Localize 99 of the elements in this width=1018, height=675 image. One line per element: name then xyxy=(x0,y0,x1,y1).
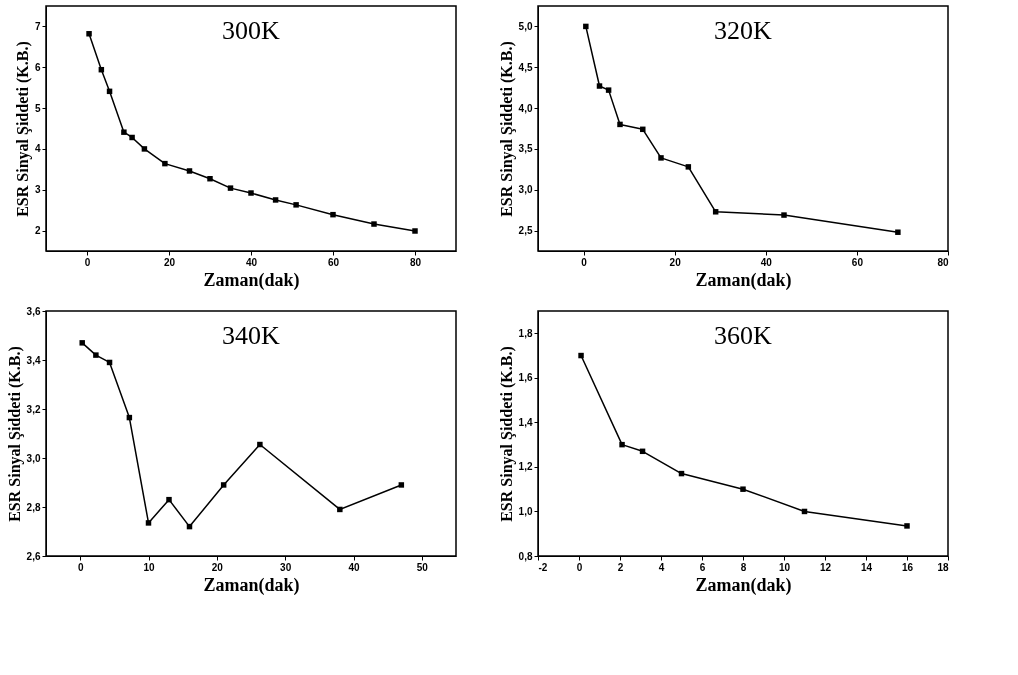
point xyxy=(596,83,603,89)
y-tick-label: 1,2 xyxy=(518,461,533,473)
chart-title: 360K xyxy=(714,321,773,350)
y-tick-label: 3,4 xyxy=(26,354,41,366)
x-tick-label: 8 xyxy=(740,561,747,573)
x-tick-label: 20 xyxy=(211,561,224,573)
y-tick-label: 3,5 xyxy=(518,143,533,155)
y-tick-label: 3,0 xyxy=(26,452,41,464)
point xyxy=(578,352,584,359)
x-tick-label: 60 xyxy=(327,256,340,268)
x-tick-label: 10 xyxy=(143,561,155,573)
x-axis-title: Zaman(dak) xyxy=(695,269,792,291)
x-tick-label: 20 xyxy=(669,256,682,268)
y-tick-label: 2 xyxy=(34,225,41,237)
point xyxy=(257,441,263,448)
y-tick-label: 5 xyxy=(34,102,41,114)
x-tick-label: -2 xyxy=(538,561,548,573)
x-tick-label: 50 xyxy=(416,561,429,573)
y-tick-label: 1,8 xyxy=(518,327,533,339)
x-tick-label: 14 xyxy=(860,561,873,573)
point xyxy=(605,87,612,93)
point xyxy=(272,197,279,203)
point xyxy=(141,146,148,152)
y-axis-title: ESR Sinyal Şiddeti (K.B.) xyxy=(497,346,516,522)
point xyxy=(121,129,127,135)
y-tick-label: 2,8 xyxy=(26,501,41,513)
point xyxy=(619,441,625,448)
x-tick-label: 80 xyxy=(409,256,422,268)
point xyxy=(248,190,254,196)
point xyxy=(904,523,910,529)
point xyxy=(583,23,589,30)
point xyxy=(371,221,377,227)
x-tick-label: 2 xyxy=(617,561,624,573)
x-tick-label: 20 xyxy=(163,256,176,268)
point xyxy=(640,126,646,133)
x-axis-title: Zaman(dak) xyxy=(203,574,300,596)
x-tick-label: 0 xyxy=(77,561,84,573)
x-tick-label: 60 xyxy=(851,256,864,268)
y-tick-label: 0,8 xyxy=(518,550,533,562)
point xyxy=(740,486,746,492)
chart-title: 340K xyxy=(222,321,281,350)
x-tick-label: 80 xyxy=(937,256,949,268)
y-tick-label: 2,5 xyxy=(518,225,533,237)
x-tick-label: 40 xyxy=(245,256,258,268)
x-tick-label: 40 xyxy=(348,561,360,573)
y-axis-title: ESR Sinyal Şiddeti (K.B.) xyxy=(13,41,32,217)
point xyxy=(337,506,343,513)
point xyxy=(79,340,85,346)
point xyxy=(220,482,227,488)
point xyxy=(658,155,664,161)
x-tick-label: 6 xyxy=(699,561,706,573)
x-tick-label: 40 xyxy=(760,256,773,268)
point xyxy=(781,212,787,218)
point xyxy=(293,202,299,208)
y-tick-label: 4,0 xyxy=(518,102,533,114)
x-tick-label: 0 xyxy=(576,561,583,573)
chart-title: 320K xyxy=(714,16,773,45)
point xyxy=(145,520,152,526)
y-tick-label: 1,4 xyxy=(518,416,533,428)
y-tick-label: 3,6 xyxy=(26,305,41,317)
y-tick-label: 2,6 xyxy=(26,550,41,562)
point xyxy=(186,168,193,174)
x-axis-title: Zaman(dak) xyxy=(203,269,300,291)
y-tick-label: 1,6 xyxy=(518,372,533,384)
point xyxy=(129,134,135,141)
point xyxy=(398,482,405,488)
point xyxy=(227,185,234,191)
x-tick-label: 12 xyxy=(819,561,832,573)
y-tick-label: 3,0 xyxy=(518,184,533,196)
point xyxy=(617,121,623,128)
x-tick-label: 0 xyxy=(581,256,588,268)
y-tick-label: 3 xyxy=(34,184,41,196)
point xyxy=(166,496,172,503)
x-tick-label: 4 xyxy=(658,561,665,573)
point xyxy=(895,229,901,235)
point xyxy=(93,352,99,358)
y-tick-label: 6 xyxy=(34,61,41,73)
point xyxy=(712,209,719,215)
y-tick-label: 4,5 xyxy=(518,61,533,73)
point xyxy=(86,31,92,37)
x-tick-label: 18 xyxy=(937,561,949,573)
point xyxy=(330,211,336,218)
x-tick-label: 16 xyxy=(901,561,914,573)
x-tick-label: 30 xyxy=(280,561,292,573)
x-tick-label: 10 xyxy=(778,561,791,573)
x-tick-label: 0 xyxy=(84,256,91,268)
y-tick-label: 4 xyxy=(34,143,41,155)
y-axis-title: ESR Sinyal Şiddeti (K.B.) xyxy=(5,346,24,522)
point xyxy=(685,164,692,170)
y-tick-label: 1,0 xyxy=(518,505,533,517)
y-tick-label: 5,0 xyxy=(518,20,533,32)
y-tick-label: 3,2 xyxy=(26,403,41,415)
y-tick-label: 7 xyxy=(34,20,41,32)
point xyxy=(162,160,168,167)
y-axis-title: ESR Sinyal Şiddeti (K.B.) xyxy=(497,41,516,217)
point xyxy=(207,175,213,182)
point xyxy=(412,228,418,234)
chart-title: 300K xyxy=(222,16,281,45)
x-axis-title: Zaman(dak) xyxy=(695,574,792,596)
